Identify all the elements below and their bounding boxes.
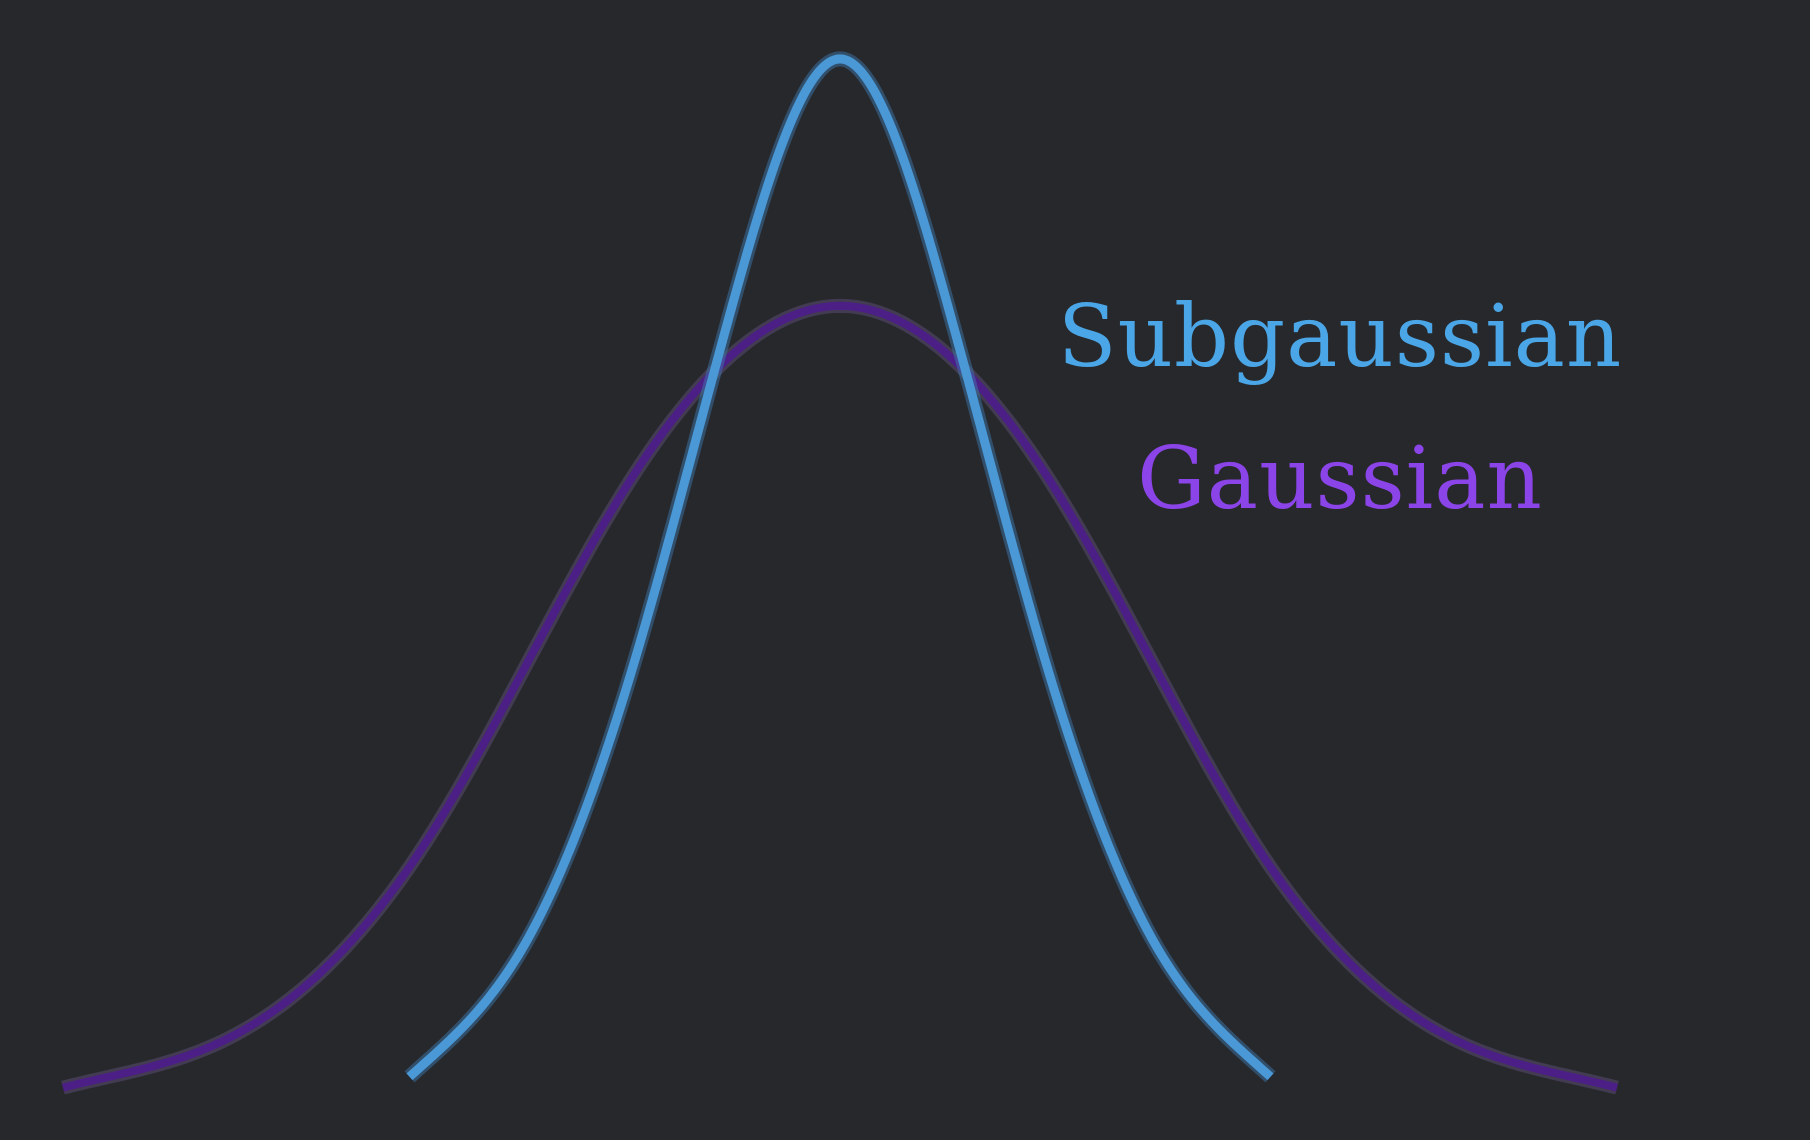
- legend-label-gaussian: Gaussian: [1137, 429, 1543, 529]
- legend-label-subgaussian: Subgaussian: [1058, 287, 1623, 387]
- subgaussian-curve: [406, 54, 1274, 1081]
- gaussian-curve: [62, 301, 1618, 1092]
